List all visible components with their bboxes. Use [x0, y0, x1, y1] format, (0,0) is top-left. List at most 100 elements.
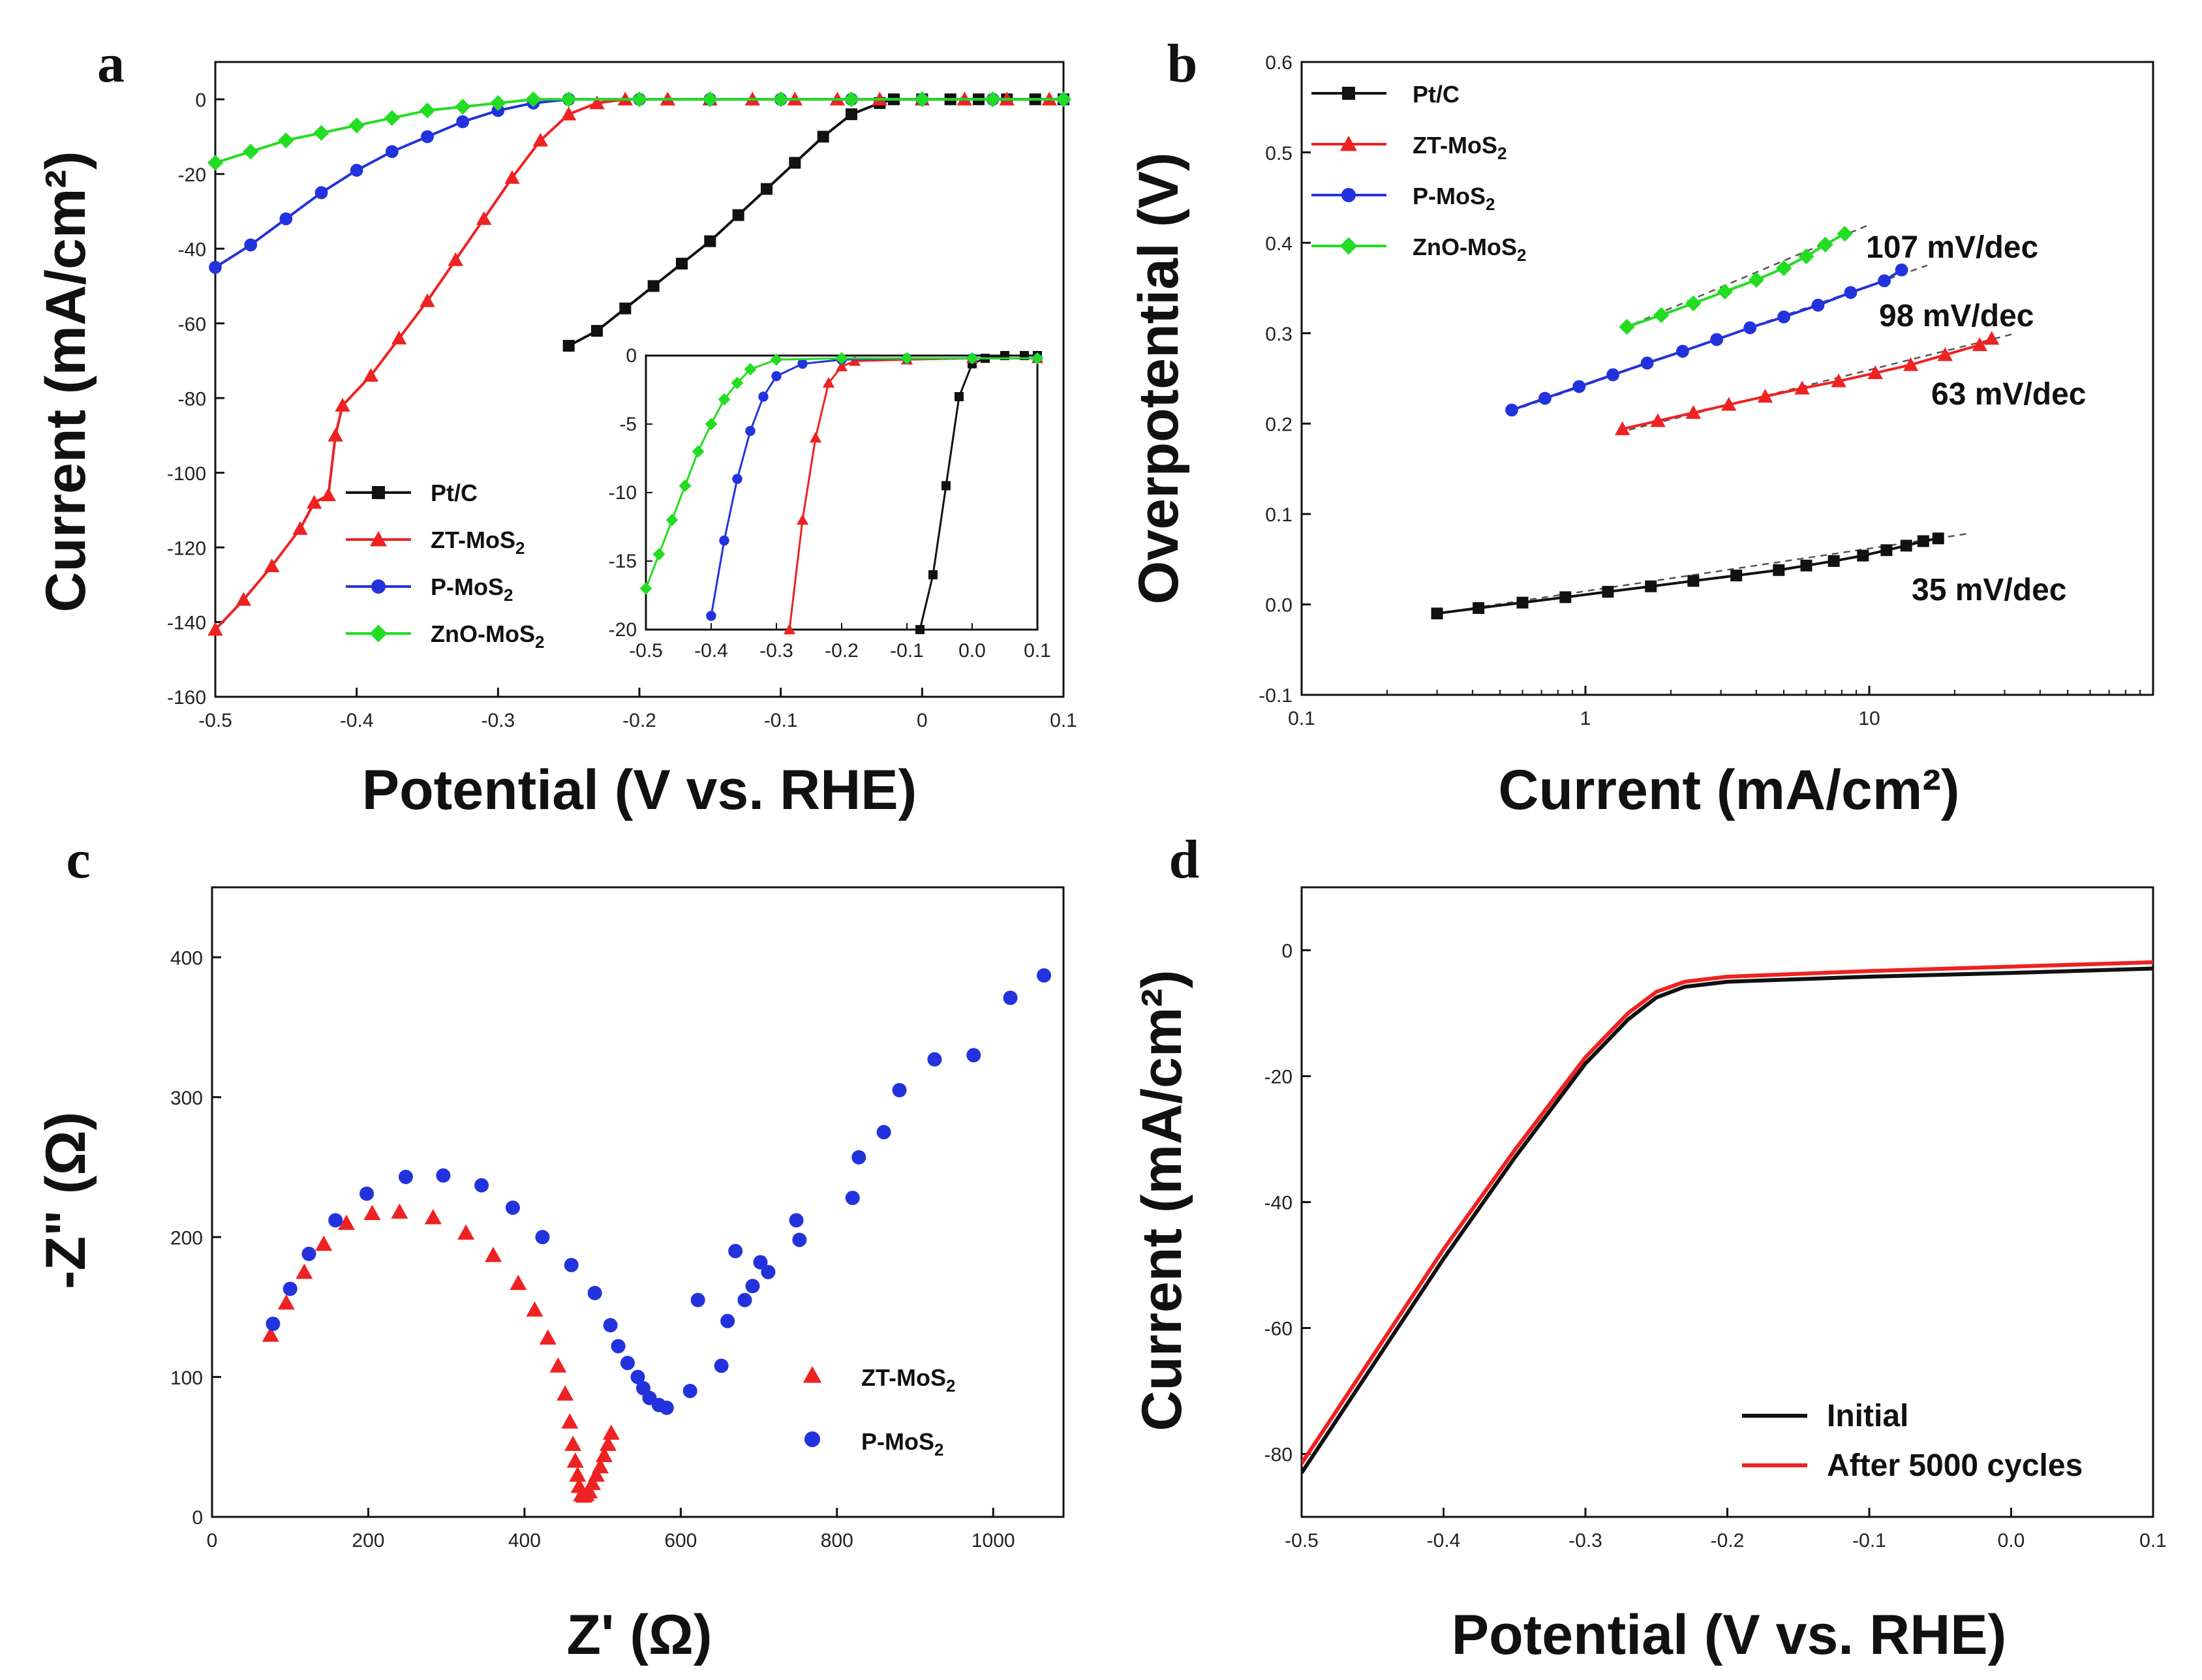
data-point — [474, 1178, 489, 1193]
data-point — [652, 548, 665, 560]
data-point — [761, 1264, 776, 1279]
data-point — [927, 1052, 942, 1067]
y-axis-label: Overpotential (V) — [1127, 153, 1190, 605]
x-tick-label: -0.4 — [340, 710, 374, 731]
data-point — [1811, 298, 1825, 312]
data-point — [1831, 373, 1846, 388]
data-point — [915, 625, 925, 634]
data-point — [611, 1339, 626, 1354]
x-tick-label: 600 — [664, 1530, 697, 1551]
legend-item-subscript: 2 — [946, 1376, 955, 1396]
data-point — [745, 425, 756, 436]
data-point — [928, 570, 938, 579]
legend-item: ZnO-MoS2 — [1413, 234, 1526, 265]
data-point — [1878, 274, 1891, 288]
data-point — [835, 360, 848, 372]
legend-item: P-MoS2 — [431, 573, 513, 605]
data-point — [424, 1209, 442, 1225]
data-point — [631, 91, 648, 108]
data-point — [851, 1150, 866, 1165]
x-tick-label: 800 — [821, 1530, 853, 1551]
data-point — [603, 1318, 618, 1333]
panel-label-b: b — [1167, 33, 1198, 94]
x-tick-label: -0.2 — [622, 710, 656, 731]
data-point — [817, 130, 829, 143]
data-point — [1619, 318, 1635, 335]
data-point — [758, 391, 769, 402]
legend-item-subscript: 2 — [504, 585, 513, 605]
inset-x-tick-label: -0.4 — [694, 640, 728, 662]
inset-x-tick-label: -0.1 — [890, 640, 924, 662]
x-tick-label: 200 — [352, 1530, 384, 1551]
legend-item: ZT-MoS2 — [1413, 132, 1506, 163]
data-point — [328, 427, 343, 442]
data-point — [1748, 271, 1765, 288]
data-point — [1775, 260, 1792, 277]
series-line — [215, 98, 1063, 164]
data-point — [1743, 321, 1757, 335]
series-line — [1302, 966, 2153, 1474]
data-point — [846, 108, 857, 121]
data-point — [714, 1358, 729, 1373]
data-point — [966, 1048, 981, 1063]
y-axis-label: Current (mA/cm²) — [1131, 970, 1193, 1431]
data-point — [306, 495, 322, 509]
data-point — [1003, 990, 1018, 1005]
data-point — [560, 106, 577, 121]
data-point — [892, 1082, 907, 1097]
data-point — [690, 1292, 705, 1307]
y-tick-label: 100 — [170, 1367, 203, 1389]
legend-item: Pt/C — [431, 480, 478, 506]
inset-y-tick-label: -5 — [619, 414, 637, 435]
data-point — [535, 1230, 550, 1245]
data-point — [630, 1369, 645, 1384]
inset: -0.5 -0.4 -0.3 -0.2 -0.1 0.0 0.1 0 -5 -10 -15 -20 — [609, 345, 1051, 662]
data-point — [966, 352, 979, 365]
data-point — [236, 592, 252, 606]
legend-item-text: Pt/C — [1413, 81, 1460, 108]
series-line — [215, 98, 1063, 269]
data-point — [679, 480, 692, 492]
x-tick-label: -0.5 — [198, 710, 232, 731]
legend-item: ZT-MoS2 — [861, 1364, 955, 1396]
legend-marker — [1342, 87, 1355, 100]
data-point — [1903, 357, 1919, 371]
x-tick-label: -0.4 — [1427, 1530, 1461, 1551]
panel-b: b 0.1 1 10 -0.1 0.0 0.1 0.2 0.3 0.4 0.5 0.6 107 mV/d… — [1127, 33, 2154, 821]
data-point — [789, 1213, 804, 1228]
legend-item-text: P-MoS — [431, 573, 504, 600]
data-point — [421, 130, 434, 144]
x-tick-label: 10 — [1858, 708, 1880, 729]
panel-c: c 0 200 400 600 800 1000 0 100 200 300 400 Z' (Ω) -Z"… — [35, 829, 1065, 1666]
data-point — [843, 91, 860, 108]
data-point — [704, 235, 716, 247]
y-tick-label: -100 — [167, 463, 206, 485]
data-point — [732, 474, 742, 484]
data-point — [490, 95, 506, 112]
data-point — [1653, 307, 1670, 324]
data-point — [1676, 344, 1689, 358]
data-point — [718, 393, 731, 406]
data-point — [1844, 286, 1858, 299]
legend-marker — [371, 579, 386, 594]
x-tick-label: 0.0 — [1998, 1530, 2025, 1551]
data-point — [266, 1317, 281, 1332]
data-point — [564, 1258, 579, 1272]
legend: Initial After 5000 cycles — [1742, 1399, 2083, 1483]
series-line — [1437, 537, 1939, 615]
data-point — [1777, 310, 1790, 324]
panel-label-c: c — [66, 829, 90, 890]
data-point — [589, 95, 605, 110]
data-point — [350, 164, 363, 177]
data-point — [591, 325, 603, 337]
x-tick-label: 0.1 — [1288, 708, 1315, 729]
legend-item: Initial — [1827, 1399, 1908, 1433]
data-point — [420, 293, 435, 307]
x-axis-label: Potential (V vs. RHE) — [1452, 1604, 2007, 1666]
y-tick-label: 300 — [170, 1088, 203, 1109]
data-point — [363, 368, 379, 382]
y-tick-label: -40 — [178, 239, 206, 260]
x-tick-label: 400 — [508, 1530, 541, 1551]
data-point — [243, 144, 259, 160]
